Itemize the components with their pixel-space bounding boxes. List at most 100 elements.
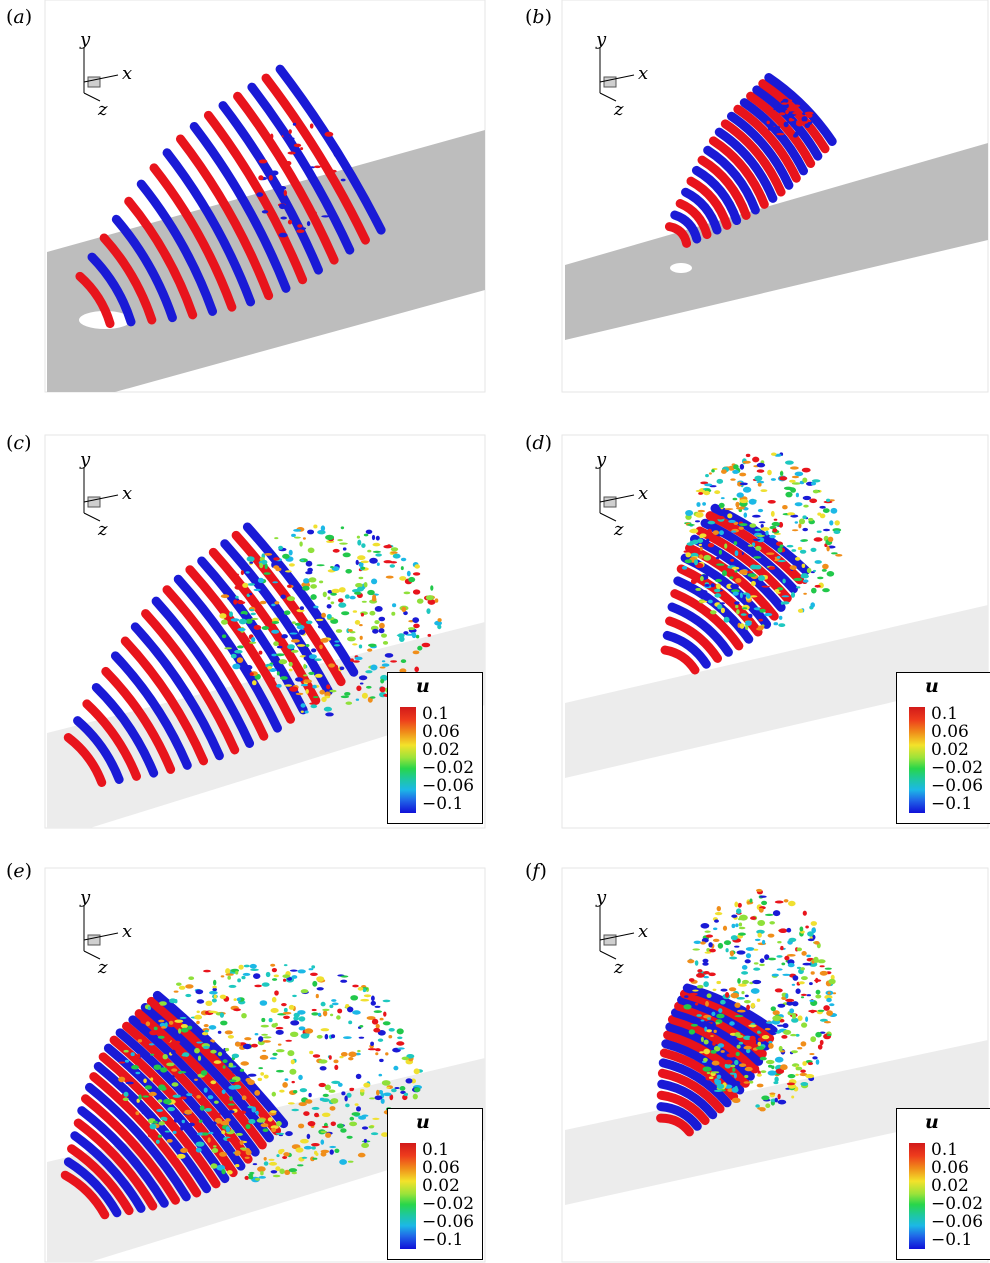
axis-label-z: z xyxy=(98,957,108,978)
turbulent-structure xyxy=(738,526,744,530)
turbulent-structure xyxy=(295,692,304,696)
turbulent-structure xyxy=(764,612,773,617)
axis-cube xyxy=(603,496,617,508)
turbulent-structure xyxy=(271,1023,277,1028)
turbulent-structure xyxy=(162,1012,169,1018)
turbulent-structure xyxy=(767,500,776,504)
turbulent-structure xyxy=(210,1039,214,1042)
turbulent-structure xyxy=(749,595,758,598)
turbulent-structure xyxy=(796,586,801,589)
turbulent-structure xyxy=(405,1078,413,1084)
turbulent-structure xyxy=(706,1071,711,1075)
turbulent-structure xyxy=(274,537,279,540)
turbulent-structure xyxy=(734,901,739,908)
turbulent-structure xyxy=(303,1111,310,1116)
legend-tick: 0.02 xyxy=(931,740,969,760)
turbulent-structure xyxy=(720,988,728,992)
turbulent-structure xyxy=(238,1110,247,1115)
turbulent-structure xyxy=(414,666,420,673)
turbulent-structure xyxy=(288,549,293,556)
vortex-band xyxy=(703,145,760,215)
turbulent-structure xyxy=(753,948,759,951)
turbulent-structure xyxy=(791,482,801,485)
vortex-fragment xyxy=(782,98,789,104)
turbulent-structure xyxy=(767,469,772,476)
vortex-band xyxy=(87,252,136,327)
turbulent-structure xyxy=(371,597,377,602)
turbulent-structure xyxy=(714,1079,722,1086)
vortex-band xyxy=(111,214,177,323)
turbulent-structure xyxy=(347,1006,354,1013)
turbulent-structure xyxy=(741,965,748,970)
turbulent-structure xyxy=(263,1161,269,1166)
turbulent-structure xyxy=(793,577,803,582)
turbulent-structure xyxy=(716,1074,722,1080)
turbulent-structure xyxy=(320,638,329,643)
legend-tick: −0.02 xyxy=(931,758,984,778)
turbulent-structure xyxy=(835,554,843,557)
vortex-band xyxy=(764,73,837,146)
turbulent-structure xyxy=(297,1010,306,1015)
vortex-fragment xyxy=(781,102,788,105)
turbulent-structure xyxy=(244,1037,252,1041)
turbulent-structure xyxy=(362,988,367,993)
turbulent-structure xyxy=(756,537,765,543)
z-axis-line xyxy=(83,92,101,102)
turbulent-structure xyxy=(304,1028,314,1034)
turbulent-structure xyxy=(220,1120,230,1126)
turbulent-structure xyxy=(328,1055,332,1060)
vortex-band xyxy=(739,98,808,176)
turbulent-structure xyxy=(734,570,738,573)
turbulent-structure xyxy=(787,1074,796,1079)
turbulent-structure xyxy=(245,1077,252,1083)
legend-f: u 0.1 0.06 0.02 −0.02 −0.06 −0.1 xyxy=(896,1108,990,1260)
turbulent-structure xyxy=(166,1062,175,1067)
vortex-fragment xyxy=(278,232,288,238)
turbulent-structure xyxy=(320,525,326,532)
turbulent-structure xyxy=(167,1023,175,1028)
turbulent-structure xyxy=(282,1156,288,1159)
turbulent-structure xyxy=(757,625,765,630)
vortex-band xyxy=(98,1052,221,1189)
turbulent-structure xyxy=(697,509,705,513)
turbulent-structure xyxy=(203,969,211,973)
turbulent-structure xyxy=(234,1041,241,1047)
turbulent-structure xyxy=(331,1080,341,1084)
turbulent-structure xyxy=(771,521,780,527)
turbulent-structure xyxy=(731,530,737,533)
turbulent-structure xyxy=(737,932,746,936)
turbulent-structure xyxy=(131,1064,140,1070)
turbulent-structure xyxy=(788,900,796,907)
turbulent-structure xyxy=(171,1068,178,1072)
turbulent-structure xyxy=(834,520,840,526)
turbulent-structure xyxy=(716,563,725,566)
turbulent-structure xyxy=(334,644,340,647)
turbulent-structure xyxy=(742,486,752,493)
turbulent-structure xyxy=(365,529,373,534)
turbulent-structure xyxy=(262,1036,272,1039)
turbulent-structure xyxy=(315,618,324,622)
turbulent-structure xyxy=(350,995,359,1001)
turbulent-structure xyxy=(379,666,386,669)
turbulent-structure xyxy=(802,579,809,583)
turbulent-structure xyxy=(393,553,398,559)
turbulent-structure xyxy=(249,1171,255,1175)
vortex-band xyxy=(60,1170,110,1220)
turbulent-structure xyxy=(271,968,277,973)
turbulent-structure xyxy=(276,684,282,688)
turbulent-structure xyxy=(291,533,296,538)
turbulent-structure xyxy=(759,608,766,613)
turbulent-structure xyxy=(299,1088,308,1093)
turbulent-structure xyxy=(713,1029,717,1033)
turbulent-structure xyxy=(220,594,230,599)
turbulent-structure xyxy=(797,1015,803,1021)
legend-tick: −0.02 xyxy=(422,1194,475,1214)
turbulent-structure xyxy=(347,629,353,632)
turbulent-structure xyxy=(372,550,381,554)
turbulent-structure xyxy=(363,1082,371,1088)
vortex-fragment xyxy=(256,192,264,197)
turbulent-structure xyxy=(202,1045,210,1050)
turbulent-structure xyxy=(371,534,376,541)
turbulent-structure xyxy=(255,1110,259,1116)
turbulent-structure xyxy=(796,966,802,970)
